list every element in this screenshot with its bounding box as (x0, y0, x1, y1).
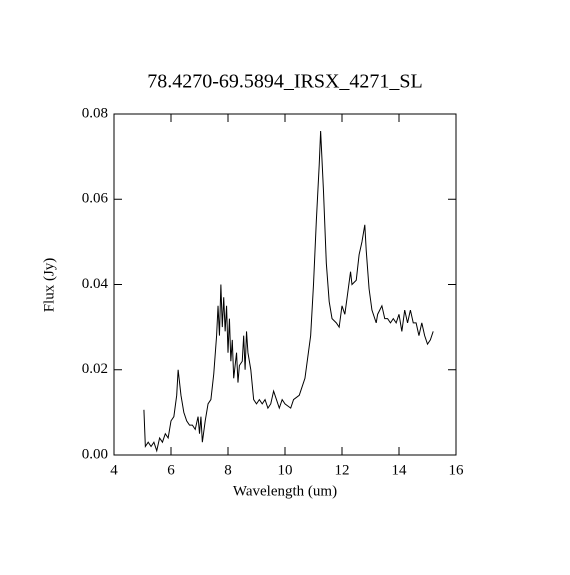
x-tick-label: 16 (449, 462, 465, 478)
x-tick-label: 14 (392, 462, 408, 478)
y-tick-label: 0.08 (82, 105, 108, 121)
x-tick-label: 4 (110, 462, 118, 478)
x-tick-label: 6 (167, 462, 175, 478)
y-axis-label: Flux (Jy) (41, 258, 57, 313)
x-axis-label: Wavelength (um) (233, 483, 337, 499)
x-tick-label: 10 (278, 462, 293, 478)
spectrum-line (143, 131, 434, 453)
y-tick-label: 0.02 (82, 361, 108, 377)
y-tick-label: 0.00 (82, 446, 108, 462)
y-tick-label: 0.06 (82, 191, 109, 207)
y-tick-label: 0.04 (82, 276, 109, 292)
x-tick-label: 12 (335, 462, 350, 478)
chart-title: 78.4270-69.5894_IRSX_4271_SL (147, 71, 423, 93)
x-tick-label: 8 (224, 462, 232, 478)
